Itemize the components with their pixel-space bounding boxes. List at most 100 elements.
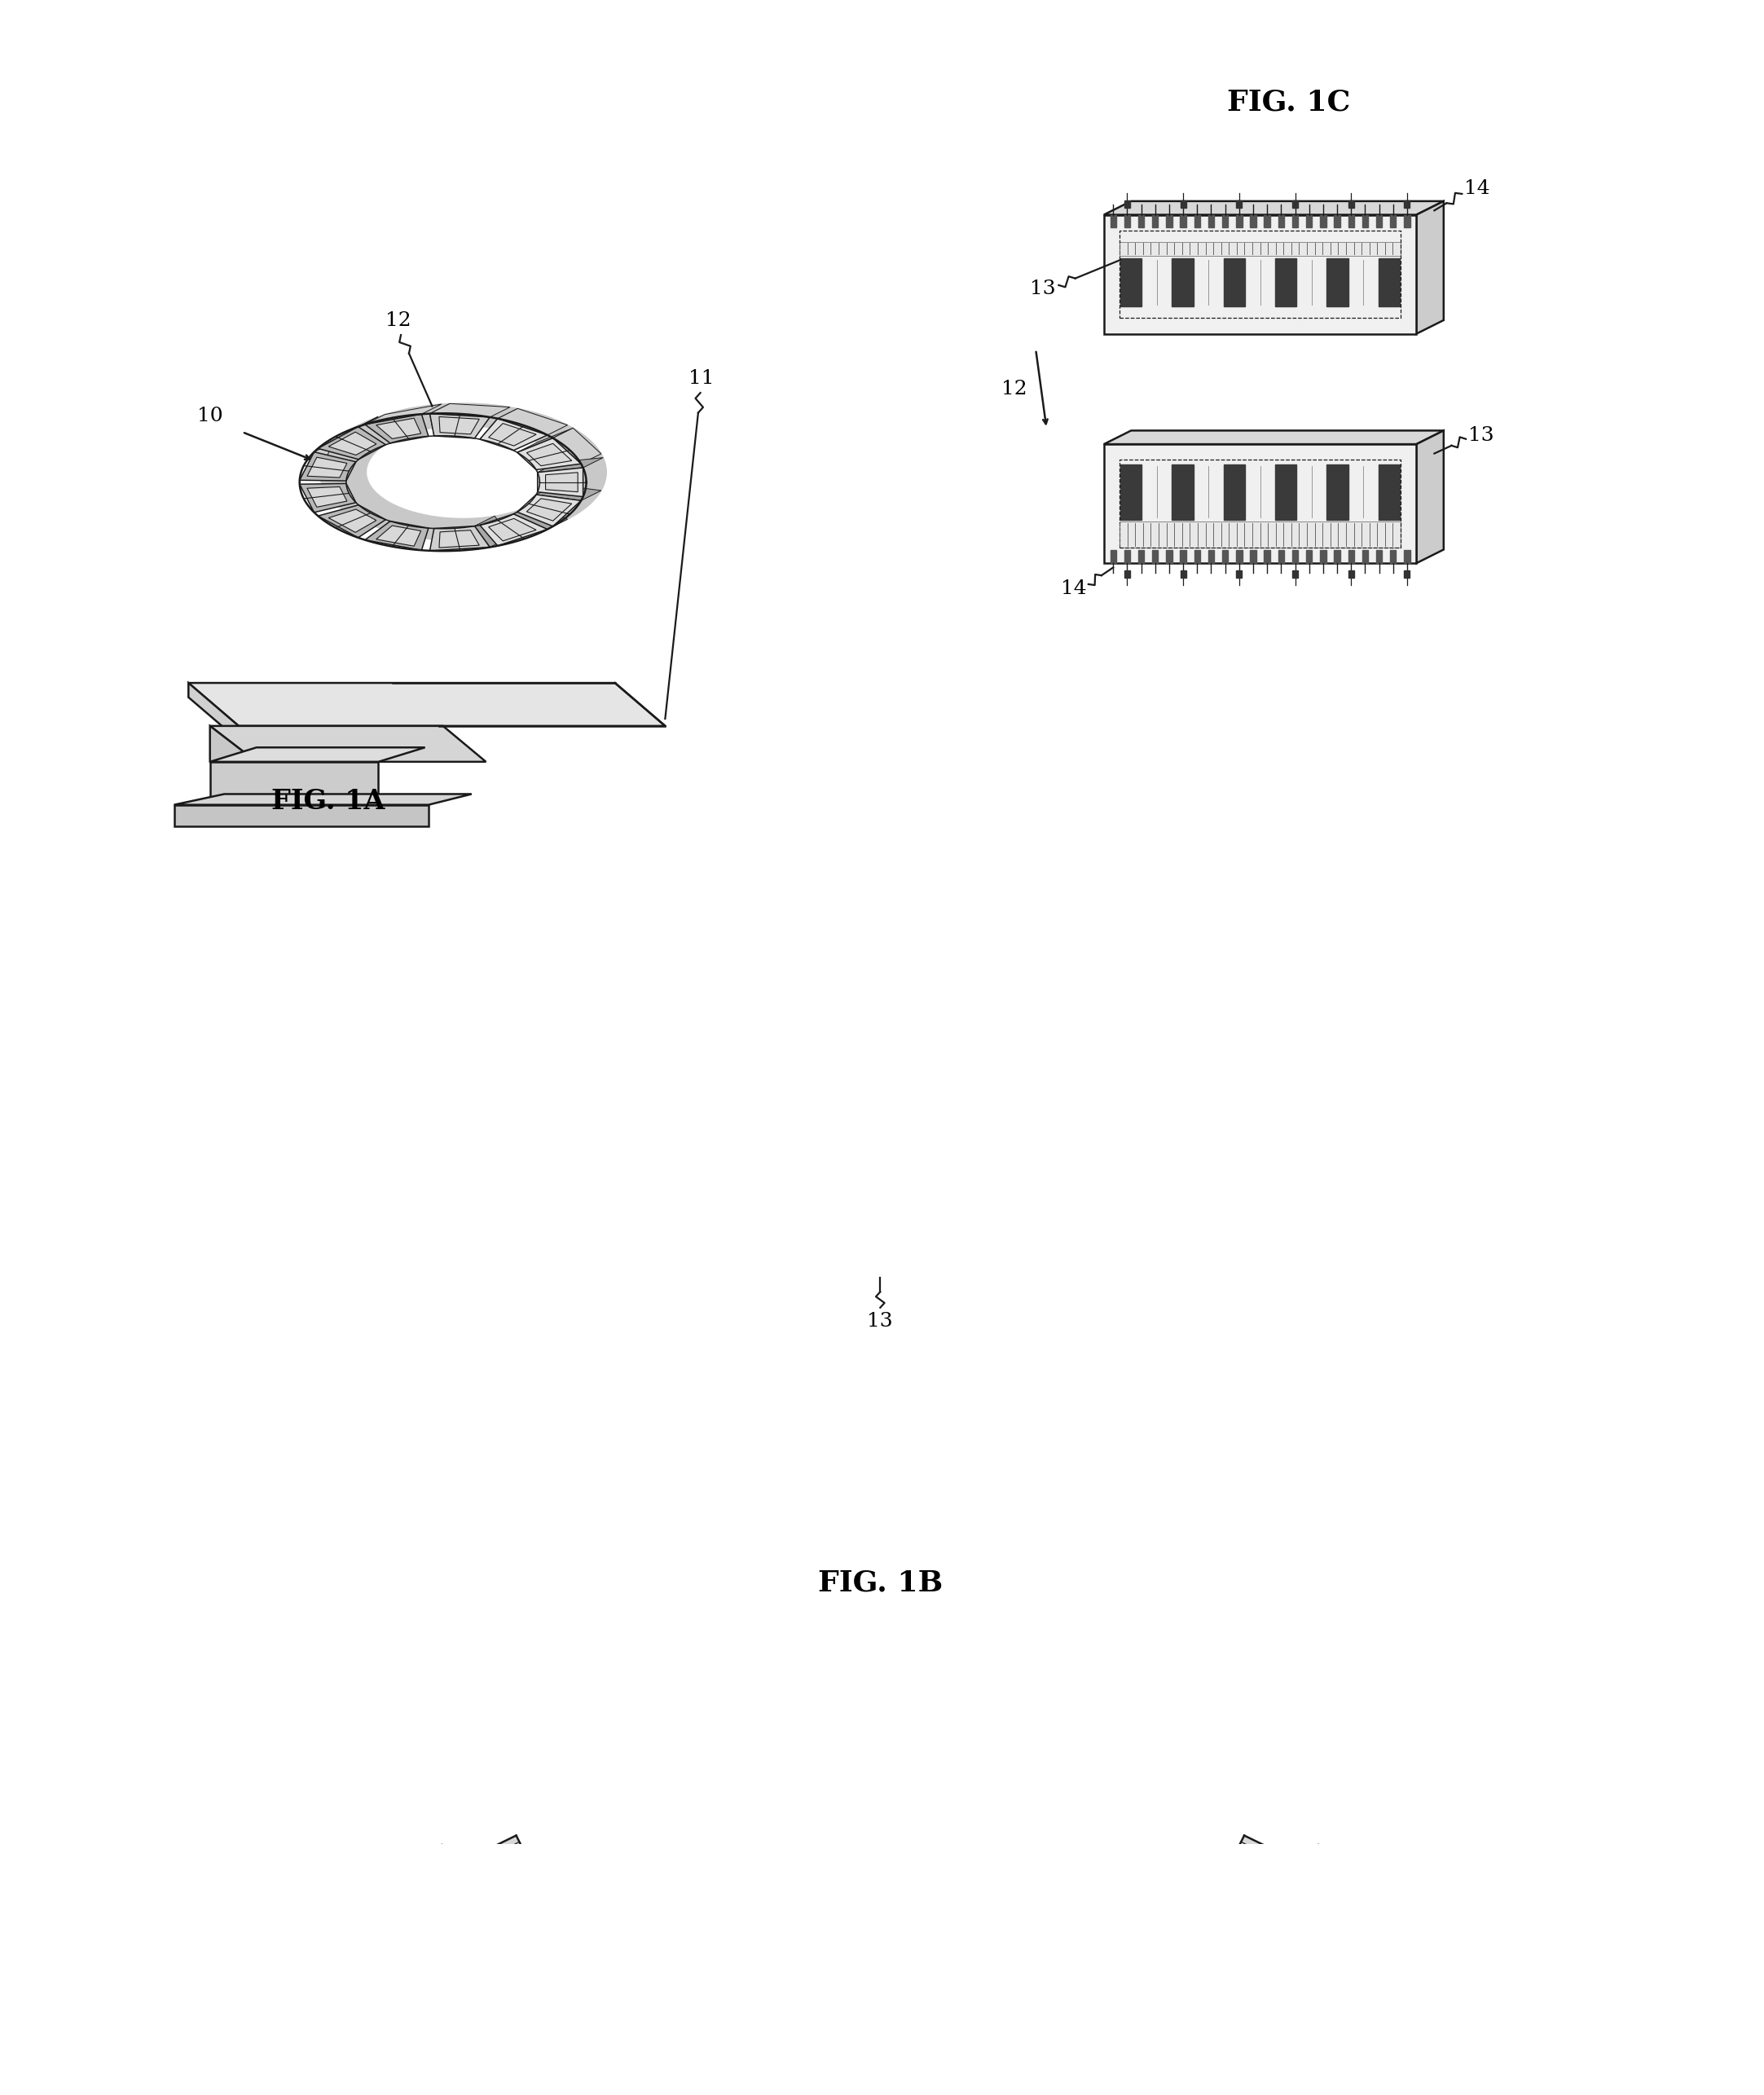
Polygon shape xyxy=(489,423,536,446)
Polygon shape xyxy=(348,2076,429,2095)
Polygon shape xyxy=(1334,551,1341,564)
Polygon shape xyxy=(189,683,238,740)
Polygon shape xyxy=(1120,522,1401,547)
Polygon shape xyxy=(1416,432,1443,564)
Polygon shape xyxy=(1390,551,1395,564)
Polygon shape xyxy=(247,1994,263,2009)
Polygon shape xyxy=(1237,551,1242,564)
Polygon shape xyxy=(1261,1940,1409,2082)
Polygon shape xyxy=(307,486,348,507)
Text: 11: 11 xyxy=(688,369,714,388)
Polygon shape xyxy=(1319,551,1327,564)
Polygon shape xyxy=(425,2022,575,2095)
Polygon shape xyxy=(328,432,376,455)
Polygon shape xyxy=(210,727,485,763)
Polygon shape xyxy=(1180,551,1185,564)
Polygon shape xyxy=(300,453,356,482)
Polygon shape xyxy=(517,438,580,469)
Polygon shape xyxy=(1411,207,1438,329)
Polygon shape xyxy=(300,442,333,480)
Polygon shape xyxy=(1404,570,1409,578)
Polygon shape xyxy=(452,1835,1309,2095)
Polygon shape xyxy=(210,748,425,763)
Polygon shape xyxy=(430,413,490,438)
Polygon shape xyxy=(318,427,386,459)
Text: 10: 10 xyxy=(198,406,222,425)
Polygon shape xyxy=(1124,570,1131,578)
Polygon shape xyxy=(1265,216,1270,228)
Polygon shape xyxy=(480,419,547,450)
Polygon shape xyxy=(376,419,422,438)
Polygon shape xyxy=(489,520,536,541)
Polygon shape xyxy=(1319,216,1327,228)
Polygon shape xyxy=(1208,551,1214,564)
Polygon shape xyxy=(1104,432,1443,444)
Polygon shape xyxy=(275,2045,293,2059)
Polygon shape xyxy=(1166,216,1171,228)
Polygon shape xyxy=(1291,216,1298,228)
Polygon shape xyxy=(1208,216,1214,228)
Polygon shape xyxy=(988,2082,1164,2095)
Polygon shape xyxy=(1185,1940,1409,2095)
Polygon shape xyxy=(480,409,517,440)
Text: 13: 13 xyxy=(1468,425,1494,444)
Polygon shape xyxy=(1237,201,1242,207)
Polygon shape xyxy=(1138,216,1145,228)
Polygon shape xyxy=(175,804,429,825)
Polygon shape xyxy=(261,2020,277,2034)
Text: 13: 13 xyxy=(868,1311,893,1330)
Polygon shape xyxy=(517,494,580,526)
Polygon shape xyxy=(328,509,376,532)
Polygon shape xyxy=(1512,1971,1528,1984)
Polygon shape xyxy=(1305,551,1312,564)
Polygon shape xyxy=(1171,258,1194,306)
Polygon shape xyxy=(1104,201,1443,216)
Polygon shape xyxy=(1110,551,1117,564)
Polygon shape xyxy=(1237,216,1242,228)
Polygon shape xyxy=(1110,545,1438,557)
Polygon shape xyxy=(1251,551,1256,564)
Polygon shape xyxy=(1265,551,1270,564)
Polygon shape xyxy=(1194,216,1200,228)
Polygon shape xyxy=(1498,1994,1514,2009)
Polygon shape xyxy=(439,417,480,434)
Text: FIG. 1C: FIG. 1C xyxy=(1228,88,1351,115)
Polygon shape xyxy=(351,1940,575,2095)
Polygon shape xyxy=(517,427,573,453)
Polygon shape xyxy=(430,404,510,417)
Polygon shape xyxy=(1152,551,1159,564)
Text: FIG. 1A: FIG. 1A xyxy=(272,788,385,815)
Text: 12: 12 xyxy=(1002,379,1027,398)
Polygon shape xyxy=(1110,216,1117,228)
Polygon shape xyxy=(1484,2020,1499,2034)
Polygon shape xyxy=(376,526,422,547)
Text: 14: 14 xyxy=(1464,180,1491,199)
Polygon shape xyxy=(1104,444,1416,564)
Polygon shape xyxy=(1378,258,1401,306)
Polygon shape xyxy=(1328,2078,1409,2095)
Polygon shape xyxy=(1279,551,1284,564)
Polygon shape xyxy=(1327,465,1348,520)
Polygon shape xyxy=(1376,216,1383,228)
Polygon shape xyxy=(430,404,453,436)
Polygon shape xyxy=(210,727,256,798)
Polygon shape xyxy=(318,417,377,448)
Polygon shape xyxy=(1194,551,1200,564)
Polygon shape xyxy=(1404,551,1409,564)
Polygon shape xyxy=(538,467,584,497)
Polygon shape xyxy=(265,1942,325,2045)
Polygon shape xyxy=(365,404,441,425)
Polygon shape xyxy=(527,499,572,522)
Polygon shape xyxy=(1120,465,1141,520)
Polygon shape xyxy=(1390,216,1395,228)
Polygon shape xyxy=(1171,465,1194,520)
Polygon shape xyxy=(462,2022,669,2095)
Polygon shape xyxy=(1318,1846,1492,1948)
Polygon shape xyxy=(1222,551,1228,564)
Polygon shape xyxy=(554,2082,669,2095)
Polygon shape xyxy=(1092,2022,1298,2095)
Polygon shape xyxy=(1180,201,1185,207)
Polygon shape xyxy=(1348,216,1355,228)
Polygon shape xyxy=(1261,1846,1492,2045)
Polygon shape xyxy=(268,1846,499,2045)
